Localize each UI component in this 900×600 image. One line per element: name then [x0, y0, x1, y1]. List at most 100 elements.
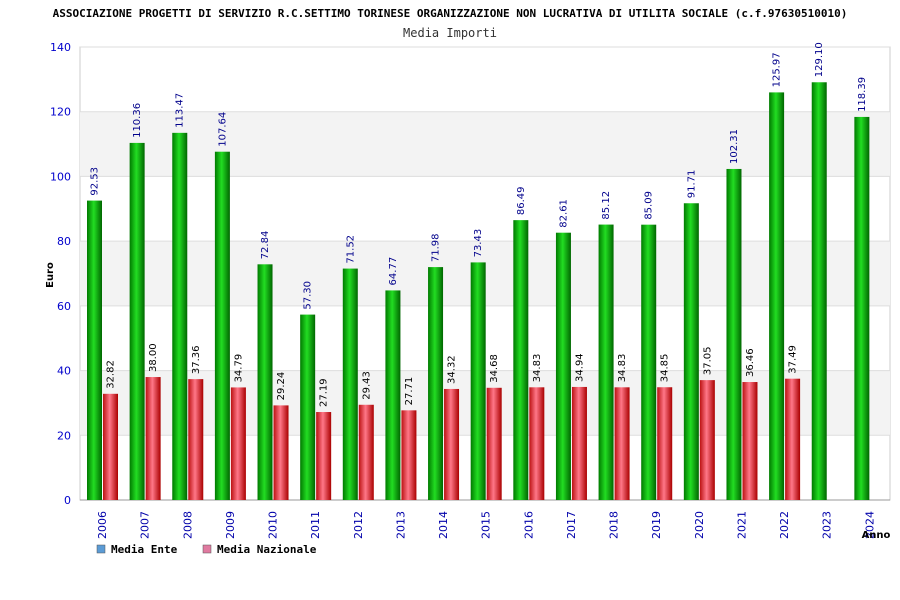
bar-media-nazionale: [188, 379, 204, 500]
data-label-media-ente: 85.12: [601, 191, 612, 220]
bar-media-nazionale: [103, 393, 118, 500]
data-label-media-ente: 107.64: [217, 112, 228, 147]
data-label-media-nazionale: 36.46: [745, 348, 756, 377]
data-label-media-nazionale: 34.83: [617, 354, 628, 383]
data-label-media-nazionale: 27.19: [319, 378, 330, 407]
bar-media-nazionale: [358, 404, 374, 500]
data-label-media-ente: 86.49: [516, 187, 527, 216]
data-label-media-nazionale: 29.43: [361, 371, 372, 400]
data-labels: 92.53 32.82 110.36 38.00 113.47 37.36 107.64 34…: [90, 42, 868, 407]
data-label-media-ente: 71.98: [431, 233, 442, 262]
bar-media-ente: [811, 82, 827, 500]
bar-media-ente: [641, 224, 657, 500]
data-label-media-ente: 125.97: [772, 52, 783, 87]
legend-swatch: [96, 544, 106, 554]
bar-media-ente: [214, 151, 230, 501]
data-label-media-nazionale: 34.32: [447, 355, 458, 384]
bar-media-nazionale: [486, 387, 502, 500]
bar-media-nazionale: [742, 382, 758, 500]
bar-media-nazionale: [529, 387, 545, 500]
bar-media-ente: [726, 168, 742, 500]
bar-media-ente: [385, 290, 401, 500]
data-label-media-ente: 91.71: [686, 170, 697, 199]
x-tick-label: 2014: [437, 511, 450, 539]
bars: [87, 82, 870, 501]
legend-item: Media Ente: [96, 543, 178, 556]
bar-media-ente: [555, 232, 571, 501]
legend-item: Media Nazionale: [202, 543, 317, 556]
bar-media-ente: [769, 92, 785, 501]
data-label-media-ente: 113.47: [175, 93, 186, 128]
x-tick-label: 2017: [565, 511, 578, 539]
y-tick-label: 80: [57, 235, 71, 248]
x-tick-label: 2015: [480, 511, 493, 539]
data-label-media-nazionale: 37.49: [788, 345, 799, 374]
chart-subtitle: Media Importi: [403, 26, 497, 40]
data-label-media-nazionale: 38.00: [148, 343, 159, 372]
bar-media-nazionale: [230, 387, 246, 500]
x-tick-label: 2024: [863, 511, 876, 539]
data-label-media-ente: 71.52: [345, 235, 356, 264]
y-tick-label: 20: [57, 429, 71, 442]
data-label-media-nazionale: 27.71: [404, 377, 415, 406]
x-tick-label: 2012: [352, 511, 365, 539]
data-label-media-nazionale: 29.24: [276, 372, 287, 401]
bar-media-nazionale: [614, 387, 630, 500]
bar-media-ente: [87, 200, 102, 500]
chart-title: ASSOCIAZIONE PROGETTI DI SERVIZIO R.C.SE…: [53, 7, 848, 20]
data-label-media-nazionale: 34.68: [489, 354, 500, 383]
y-axis-label: Euro: [45, 262, 56, 288]
x-tick-label: 2006: [96, 511, 109, 539]
grid-band: [80, 111, 890, 177]
bar-media-nazionale: [785, 378, 801, 500]
data-label-media-ente: 102.31: [729, 129, 740, 164]
bar-media-ente: [300, 314, 316, 500]
y-axis-ticks: 0 20 40 60 80 100 120 140: [50, 41, 71, 507]
legend-swatch: [202, 544, 212, 554]
data-label-media-nazionale: 37.05: [702, 346, 713, 375]
bar-media-ente: [683, 203, 699, 501]
bar-media-nazionale: [273, 405, 289, 500]
bar-media-ente: [342, 268, 358, 500]
bar-media-ente: [129, 142, 145, 501]
data-label-media-ente: 57.30: [303, 281, 314, 310]
bar-media-ente: [470, 262, 486, 500]
y-tick-label: 60: [57, 300, 71, 313]
x-tick-label: 2022: [778, 511, 791, 539]
bar-media-ente: [598, 224, 614, 501]
bar-media-ente: [513, 220, 529, 500]
data-label-media-nazionale: 32.82: [106, 360, 117, 389]
x-tick-label: 2018: [608, 511, 621, 539]
legend-label: Media Nazionale: [217, 543, 317, 556]
legend: Media Ente Media Nazionale: [96, 543, 317, 556]
x-tick-label: 2023: [821, 511, 834, 539]
bar-media-ente: [257, 264, 273, 500]
bar-media-nazionale: [571, 386, 587, 500]
data-label-media-ente: 110.36: [132, 103, 143, 138]
legend-label: Media Ente: [111, 543, 178, 556]
data-label-media-nazionale: 34.94: [574, 353, 585, 382]
bar-media-ente: [428, 267, 444, 500]
x-tick-label: 2010: [267, 511, 280, 539]
x-axis-ticks: 2006 2007 2008 2009 2010 2011 2012 2013 2014 2015…: [96, 511, 876, 539]
data-label-media-ente: 73.43: [473, 229, 484, 258]
bar-media-ente: [172, 132, 188, 500]
x-tick-label: 2020: [693, 511, 706, 539]
data-label-media-nazionale: 34.83: [532, 354, 543, 383]
data-label-media-ente: 64.77: [388, 257, 399, 286]
data-label-media-ente: 118.39: [857, 77, 868, 112]
bar-media-nazionale: [145, 377, 161, 500]
data-label-media-ente: 72.84: [260, 231, 271, 260]
y-tick-label: 120: [50, 106, 71, 119]
x-tick-label: 2011: [309, 511, 322, 539]
data-label-media-ente: 92.53: [90, 167, 101, 196]
y-tick-label: 40: [57, 365, 71, 378]
data-label-media-nazionale: 34.79: [233, 354, 244, 383]
y-tick-label: 100: [50, 170, 71, 183]
bar-media-nazionale: [657, 387, 673, 500]
x-axis-label: Anno: [862, 530, 891, 541]
x-tick-label: 2013: [394, 511, 407, 539]
bar-media-nazionale: [401, 410, 417, 500]
data-label-media-ente: 129.10: [814, 42, 825, 77]
